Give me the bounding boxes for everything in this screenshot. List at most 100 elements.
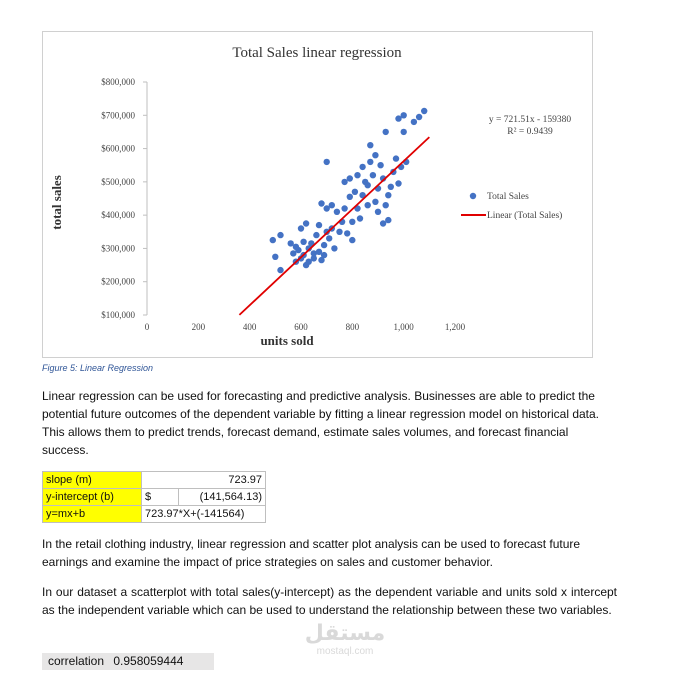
table-row: y-intercept (b) $ (141,564.13) [42,488,266,506]
scatter-point [318,256,325,264]
intercept-value: (141,564.13) [178,488,266,506]
scatter-point [315,248,323,255]
scatter-point [313,231,320,239]
formula-value: 723.97*X+(-141564) [141,505,266,523]
scatter-point [387,183,394,190]
x-tick-label: 1,200 [445,322,466,332]
intercept-label: y-intercept (b) [42,488,142,506]
slope-value: 723.97 [141,471,266,489]
paragraph-dataset: In our dataset a scatterplot with total … [42,585,617,617]
scatter-point [385,216,392,224]
y-tick-label: $800,000 [101,77,135,87]
scatter-point [364,182,371,189]
scatter-point [290,250,297,257]
scatter-point [323,228,330,235]
scatter-point [333,208,341,215]
y-tick-label: $300,000 [101,243,135,253]
watermark-logo: مستقل mostaql.com [300,621,390,658]
scatter-point [320,241,328,249]
y-tick-label: $700,000 [101,110,135,120]
scatter-point [315,221,323,229]
y-tick-label: $500,000 [101,177,135,187]
scatter-point [318,200,325,207]
scatter-point [341,205,348,212]
scatter-point [359,163,366,171]
equation-label: y = 721.51x - 159380 [489,115,571,125]
scatter-point [351,188,359,195]
scatter-point [341,178,348,186]
scatter-point [367,142,374,149]
y-tick-label: $400,000 [101,210,135,220]
scatter-point [382,128,389,136]
r-squared-label: R² = 0.9439 [507,127,553,137]
scatter-point [364,202,371,209]
scatter-point [367,158,374,166]
scatter-point [346,175,353,182]
scatter-point [272,253,279,260]
regression-stats-table: slope (m) 723.97 y-intercept (b) $ (141,… [42,471,266,523]
x-axis-title: units sold [260,333,314,348]
scatter-point [297,225,305,232]
paragraph-retail: In the retail clothing industry, linear … [42,537,581,569]
scatter-point [374,208,382,215]
chart-title: Total Sales linear regression [232,45,402,61]
scatter-point [277,231,284,239]
scatter-point [287,240,294,247]
scatter-point [356,215,364,222]
y-axis-title: total sales [49,175,64,230]
scatter-point [395,180,402,187]
legend-label-total-sales: Total Sales [487,192,529,202]
x-tick-label: 400 [243,322,257,332]
scatter-point [369,172,377,179]
scatter-point [277,266,284,274]
y-tick-label: $100,000 [101,310,135,320]
scatter-point [377,162,384,169]
scatter-point [385,192,392,199]
correlation-cell: correlation 0.958059444 [42,653,214,670]
scatter-point [269,236,276,244]
slope-label: slope (m) [42,471,142,489]
scatter-point [323,158,330,166]
scatter-point [379,220,387,227]
trendline [238,136,430,316]
scatter-point [395,115,402,122]
x-tick-label: 0 [145,322,150,332]
scatter-point [295,246,302,254]
scatter-point [359,192,366,199]
intercept-currency: $ [141,488,179,506]
formula-label: y=mx+b [42,505,142,523]
scatter-point [400,112,407,119]
x-tick-label: 800 [346,322,360,332]
x-tick-label: 1,000 [394,322,415,332]
scatter-point [382,202,389,209]
y-tick-label: $600,000 [101,144,135,154]
watermark-arabic: مستقل [304,621,386,646]
scatter-point [323,205,330,212]
x-tick-label: 200 [192,322,206,332]
scatter-point [336,228,343,235]
scatter-point [346,193,353,200]
scatter-point [320,251,328,259]
chart-canvas: Total Sales linear regression $100,000 $20… [49,45,571,348]
scatter-point [421,107,428,115]
regression-chart: Total Sales linear regression $100,000 $20… [42,31,593,358]
scatter-point [305,245,312,252]
scatter-point [326,235,333,242]
scatter-point [392,155,400,162]
legend-label-trendline: Linear (Total Sales) [487,210,562,221]
figure-caption: Figure 5: Linear Regression [42,363,154,373]
scatter-point [400,128,407,136]
scatter-point [302,220,310,227]
table-row: slope (m) 723.97 [42,471,266,489]
correlation-value: 0.958059444 [113,654,184,668]
scatter-point [354,172,361,179]
scatter-point [415,113,423,121]
table-row: y=mx+b 723.97*X+(-141564) [42,505,266,523]
correlation-label: correlation [48,654,105,668]
scatter-point [349,236,356,244]
scatter-point [372,198,379,205]
scatter-point [300,238,307,245]
scatter-point [328,202,335,209]
scatter-point [372,152,379,159]
paragraph-forecasting: Linear regression can be used for foreca… [42,389,600,457]
